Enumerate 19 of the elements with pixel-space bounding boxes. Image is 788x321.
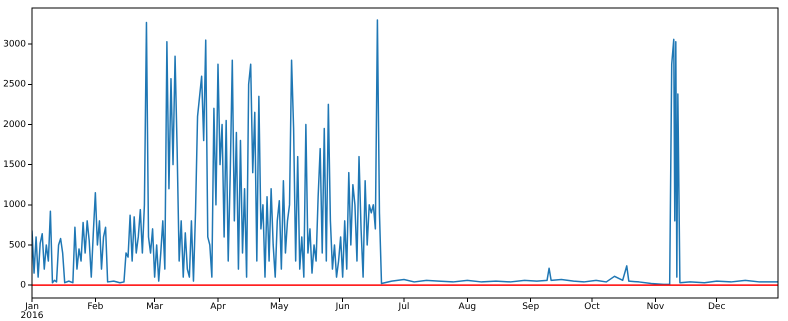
y-tick-label: 2500 — [3, 80, 26, 90]
x-tick-label: May — [270, 302, 290, 312]
y-tick-label: 500 — [8, 240, 26, 250]
x-tick-label: Oct — [584, 302, 600, 312]
x-tick-label: Mar — [146, 302, 164, 312]
x-tick-label: Jun — [334, 302, 350, 312]
x-tick-label: Jul — [398, 302, 410, 312]
x-tick-label: Apr — [210, 302, 226, 312]
y-tick-label: 0 — [20, 280, 26, 290]
x-tick-label: Dec — [708, 302, 726, 312]
x-tick-label: Sep — [522, 302, 540, 312]
y-tick-label: 1000 — [3, 200, 26, 210]
x-tick-label: Nov — [646, 302, 665, 312]
y-tick-label: 3000 — [3, 39, 26, 50]
x-tick-label: Jan 2016 — [20, 302, 44, 321]
x-tick-label: Aug — [458, 302, 476, 312]
x-tick-label: Feb — [87, 302, 104, 312]
y-tick-label: 1500 — [3, 160, 26, 170]
y-tick-label: 2000 — [3, 120, 26, 130]
